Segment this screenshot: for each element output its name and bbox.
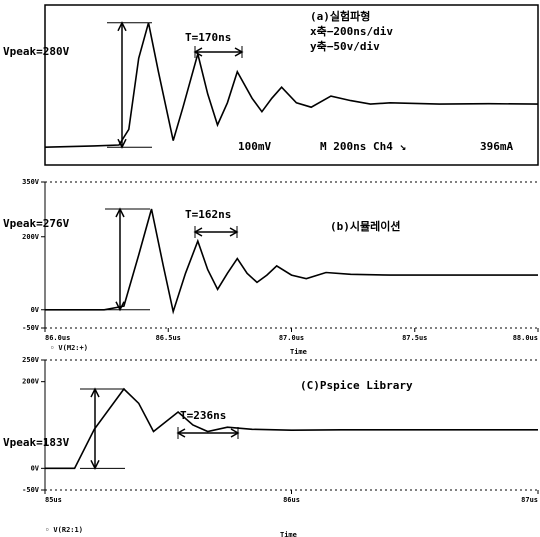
annotation: T=170ns (185, 31, 231, 44)
y-tick-label: -50V (22, 324, 40, 332)
x-tick-label: 87.5us (402, 334, 427, 342)
x-tick-label: 86.5us (156, 334, 181, 342)
x-tick-label: 86.0us (45, 334, 70, 342)
x-tick-label: 85us (45, 496, 62, 504)
annotation: y축−50v/div (310, 39, 380, 53)
annotation: T=236ns (180, 409, 226, 422)
annotation: Vpeak=183V (3, 436, 70, 449)
y-tick-label: 350V (22, 178, 40, 186)
annotation: Vpeak=276V (3, 217, 70, 230)
x-tick-label: 86us (283, 496, 300, 504)
waveform (45, 389, 538, 468)
figure: (a)실험파형 Vpeak=280V T=170ns x축−200ns/divy축−5… (0, 0, 540, 537)
annotation: 396mA (480, 140, 513, 153)
annotation: Time (290, 348, 307, 356)
y-tick-label: 200V (22, 378, 40, 386)
y-tick-label: -50V (22, 486, 40, 494)
waveform (45, 23, 538, 147)
annotation: ◦ V(R2:1) (45, 526, 83, 534)
panel-title: (a)실험파형 (310, 9, 370, 23)
y-tick-label: 0V (31, 464, 40, 472)
y-tick-label: 200V (22, 233, 40, 241)
annotation: M 200ns Ch4 ↘ (320, 140, 406, 153)
x-tick-label: 87.0us (279, 334, 304, 342)
x-tick-label: 87us (521, 496, 538, 504)
panel-title: (b)시뮬레이션 (330, 219, 400, 233)
annotation: 100mV (238, 140, 271, 153)
annotation: T=162ns (185, 208, 231, 221)
annotation: Time (280, 531, 297, 537)
panel-title: (C)Pspice Library (300, 379, 413, 392)
x-tick-label: 88.0us (513, 334, 538, 342)
y-tick-label: 250V (22, 356, 40, 364)
y-tick-label: 0V (31, 306, 40, 314)
annotation: Vpeak=280V (3, 45, 70, 58)
annotation: x축−200ns/div (310, 24, 393, 38)
waveform (45, 209, 538, 312)
annotation: ◦ V(M2:+) (50, 344, 88, 352)
